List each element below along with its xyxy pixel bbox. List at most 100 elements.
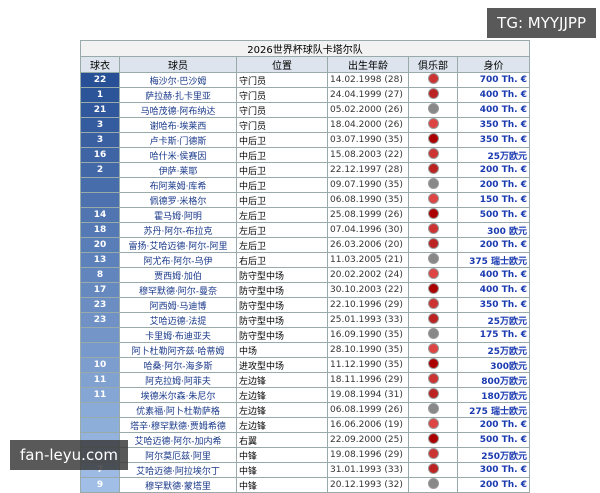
table-row: 23 阿西姆·马迪博 防守型中场 22.10.1996 (29) 350 Th. € [80,297,530,313]
market-value: 200 Th. € [457,417,530,433]
table-row: 佩德罗·米格尔 中后卫 06.08.1990 (35) 150 Th. € [80,192,530,208]
club-icon [427,193,439,204]
position: 守门员 [236,102,328,118]
club [408,432,458,448]
birth-age: 06.08.1999 (26) [327,402,409,418]
position: 中场 [236,342,328,358]
birth-age: 24.04.1999 (27) [327,87,409,103]
table-row: 11 阿克拉姆·阿菲夫 左边锋 18.11.1996 (29) 800万欧元 [80,372,530,388]
club-icon [427,88,439,99]
club-icon [427,208,439,219]
market-value: 800万欧元 [457,372,530,388]
club [408,207,458,223]
position: 进攻型中场 [236,357,328,373]
jersey-number [80,417,120,433]
position: 左边锋 [236,417,328,433]
club-icon [427,403,439,414]
club [408,357,458,373]
jersey-number: 3 [80,132,120,148]
birth-age: 11.03.2005 (21) [327,252,409,268]
table-row: 16 哈什米·侯赛因 中后卫 15.08.2003 (22) 25万欧元 [80,147,530,163]
market-value: 350 Th. € [457,297,530,313]
jersey-number: 2 [80,162,120,178]
birth-age: 07.04.1996 (30) [327,222,409,238]
club-icon [427,253,439,264]
table-row: 3 谢哈布·埃莱西 守门员 18.04.2000 (26) 350 Th. € [80,117,530,133]
player-name: 萨拉赫·扎卡里亚 [119,87,237,103]
table-row: 14 霍马姆·阿明 左后卫 25.08.1999 (26) 500 Th. € [80,207,530,223]
position: 防守型中场 [236,267,328,283]
market-value: 25万欧元 [457,147,530,163]
header-cell: 出生年龄 [327,56,409,73]
position: 防守型中场 [236,312,328,328]
table-row: 20 雷扬·艾哈迈德·阿尔-阿里 左后卫 26.03.2006 (20) 200 Th.… [80,237,530,253]
jersey-number: 22 [80,72,120,88]
club [408,387,458,403]
market-value: 180万欧元 [457,387,530,403]
player-name: 梅沙尔·巴沙姆 [119,72,237,88]
market-value: 400 Th. € [457,267,530,283]
table-row: 11 埃德米尔森·朱尼尔 左边锋 19.08.1994 (31) 180万欧元 [80,387,530,403]
club [408,162,458,178]
birth-age: 22.12.1997 (28) [327,162,409,178]
birth-age: 19.08.1994 (31) [327,387,409,403]
club-icon [427,313,439,324]
market-value: 400 Th. € [457,87,530,103]
table-row: 卡里姆·布迪亚夫 防守型中场 16.09.1990 (35) 175 Th. € [80,327,530,343]
market-value: 375 瑞士欧元 [457,252,530,268]
player-name: 哈桑·阿尔-海多斯 [119,357,237,373]
birth-age: 22.09.2000 (25) [327,432,409,448]
header-cell: 身价 [457,56,530,73]
position: 左边锋 [236,372,328,388]
market-value: 25万欧元 [457,342,530,358]
club [408,462,458,478]
birth-age: 03.07.1990 (35) [327,132,409,148]
player-name: 贾西姆·加伯 [119,267,237,283]
club-icon [427,118,439,129]
jersey-number: 23 [80,312,120,328]
market-value: 500 Th. € [457,432,530,448]
position: 中后卫 [236,192,328,208]
player-name: 埃德米尔森·朱尼尔 [119,387,237,403]
birth-age: 22.10.1996 (29) [327,297,409,313]
jersey-number [80,342,120,358]
header-cell: 位置 [236,56,328,73]
birth-age: 28.10.1990 (35) [327,342,409,358]
club [408,252,458,268]
birth-age: 18.11.1996 (29) [327,372,409,388]
position: 右后卫 [236,252,328,268]
birth-age: 20.02.2002 (24) [327,267,409,283]
market-value: 25万欧元 [457,312,530,328]
position: 防守型中场 [236,297,328,313]
table-row: 2 伊萨·莱耶 中后卫 22.12.1997 (28) 200 Th. € [80,162,530,178]
table-row: 塔辛·穆罕默德·贾姆希德 左边锋 16.06.2006 (19) 200 Th. € [80,417,530,433]
watermark: TG: MYYJJPP [487,8,596,38]
table-title: 2026世界杯球队卡塔尔队 [80,40,530,57]
club-icon [427,388,439,399]
club [408,282,458,298]
club [408,102,458,118]
position: 中后卫 [236,132,328,148]
market-value: 350 Th. € [457,132,530,148]
club [408,72,458,88]
birth-age: 19.08.1996 (29) [327,447,409,463]
market-value: 400 Th. € [457,282,530,298]
club [408,372,458,388]
club [408,87,458,103]
club-icon [427,163,439,174]
table-row: 22 梅沙尔·巴沙姆 守门员 14.02.1998 (28) 700 Th. € [80,72,530,88]
table-row: 21 马哈茂德·阿布纳达 守门员 05.02.2000 (26) 400 Th. € [80,102,530,118]
player-name: 艾哈迈德·法提 [119,312,237,328]
club-icon [427,418,439,429]
player-name: 佩德罗·米格尔 [119,192,237,208]
jersey-number [80,177,120,193]
table-row: 阿尔莫厄兹·阿里 中锋 19.08.1996 (29) 250万欧元 [80,447,530,463]
position: 守门员 [236,117,328,133]
club [408,267,458,283]
club [408,147,458,163]
club-icon [427,358,439,369]
club-icon [427,298,439,309]
market-value: 175 Th. € [457,327,530,343]
club-icon [427,73,439,84]
jersey-number: 16 [80,147,120,163]
